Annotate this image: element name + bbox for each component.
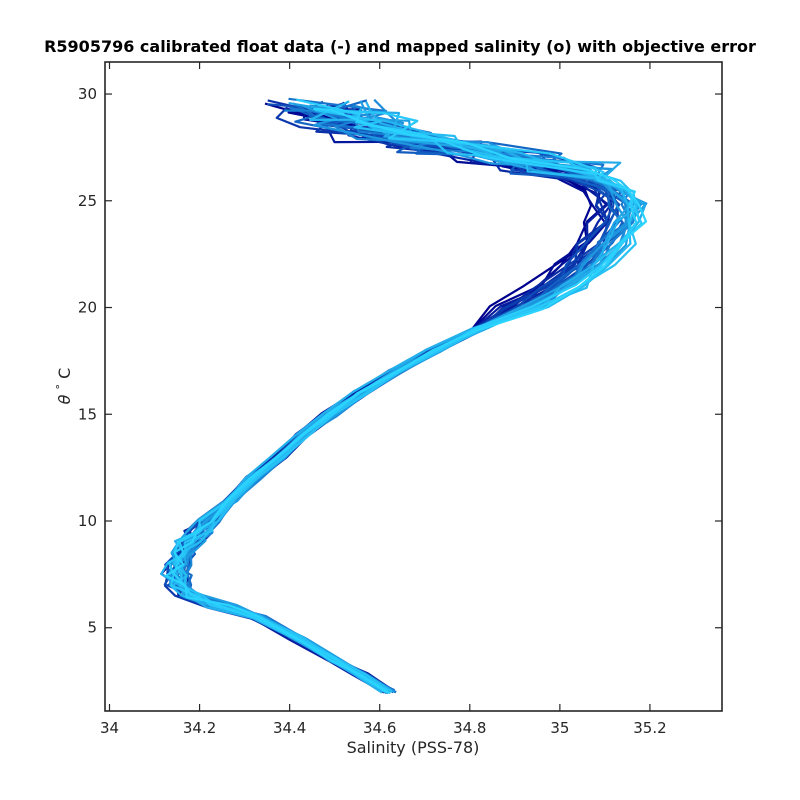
profile-line bbox=[172, 98, 638, 692]
plot-area bbox=[160, 97, 648, 695]
x-axis-title: Salinity (PSS-78) bbox=[347, 738, 480, 757]
y-tick-label: 20 bbox=[78, 299, 97, 317]
profile-line bbox=[172, 99, 609, 695]
profile-line bbox=[175, 109, 647, 693]
y-axis: 5 10 15 20 25 30 bbox=[78, 85, 722, 637]
profile-line bbox=[167, 101, 609, 692]
profile-line bbox=[173, 109, 637, 695]
y-axis-title: θ ° C bbox=[49, 368, 74, 405]
y-tick-label: 5 bbox=[87, 619, 97, 637]
y-axis-title-unit: C bbox=[55, 368, 74, 379]
profile-line bbox=[175, 107, 613, 694]
profile-line bbox=[170, 100, 632, 693]
x-tick-label: 34.8 bbox=[453, 719, 486, 737]
x-tick-label: 35 bbox=[550, 719, 569, 737]
y-tick-label: 15 bbox=[78, 405, 97, 423]
profile-line bbox=[186, 99, 634, 692]
profile-line bbox=[183, 104, 629, 693]
profile-lines bbox=[160, 97, 648, 695]
profile-line bbox=[172, 98, 643, 694]
x-tick-label: 34.2 bbox=[183, 719, 216, 737]
profile-line bbox=[176, 109, 640, 692]
profile-line bbox=[170, 103, 621, 694]
profile-line bbox=[174, 109, 625, 692]
profile-line bbox=[168, 109, 643, 693]
svg-text:θ ° C: θ ° C bbox=[49, 368, 74, 405]
plot-frame bbox=[104, 61, 723, 712]
y-tick-label: 25 bbox=[78, 192, 97, 210]
profile-line bbox=[180, 97, 635, 692]
profile-line bbox=[172, 107, 641, 693]
profile-line bbox=[170, 102, 632, 692]
x-tick-label: 34.6 bbox=[363, 719, 396, 737]
chart-title: R5905796 calibrated float data (-) and m… bbox=[44, 37, 756, 56]
x-tick-label: 34 bbox=[100, 719, 119, 737]
y-tick-label: 10 bbox=[78, 512, 97, 530]
x-axis: 34 34.2 34.4 34.6 34.8 35 35.2 bbox=[100, 62, 667, 737]
x-tick-label: 34.4 bbox=[273, 719, 306, 737]
profile-line bbox=[169, 106, 629, 693]
y-tick-label: 30 bbox=[78, 85, 97, 103]
y-axis-title-symbol: θ bbox=[55, 394, 74, 404]
profile-line bbox=[164, 107, 648, 695]
profile-line bbox=[171, 106, 609, 693]
profile-line bbox=[173, 102, 640, 694]
profile-line bbox=[171, 106, 633, 694]
profile-line bbox=[177, 100, 619, 693]
profile-line bbox=[182, 101, 611, 692]
y-axis-title-degree: ° bbox=[54, 384, 67, 390]
x-tick-label: 35.2 bbox=[633, 719, 666, 737]
profile-line bbox=[174, 100, 648, 693]
